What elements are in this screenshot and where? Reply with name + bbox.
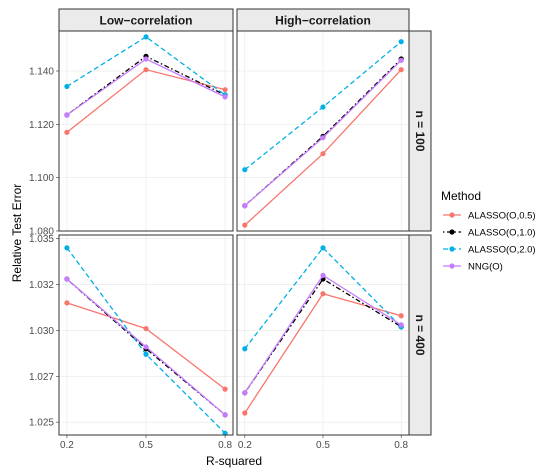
data-point bbox=[143, 56, 149, 62]
x-tick-label: 0.8 bbox=[394, 440, 408, 451]
data-point bbox=[242, 203, 248, 209]
panel-low-correlation-n100: 1.080 1.100 1.120 1.140 bbox=[29, 30, 234, 238]
data-point bbox=[398, 57, 404, 63]
data-point bbox=[320, 135, 326, 141]
data-point bbox=[398, 322, 404, 328]
x-tick-label: 0.8 bbox=[218, 440, 232, 451]
data-point bbox=[222, 94, 228, 100]
x-tick-label: 0.2 bbox=[60, 440, 74, 451]
y-tick-label: 1.140 bbox=[29, 67, 54, 78]
y-tick-label: 1.030 bbox=[29, 326, 54, 337]
data-point bbox=[143, 351, 149, 357]
legend-key-point bbox=[449, 229, 455, 235]
data-point bbox=[143, 325, 149, 332]
data-point bbox=[143, 34, 149, 40]
y-axis-title: Relative Test Error bbox=[10, 184, 24, 282]
data-point bbox=[242, 222, 248, 228]
x-tick-label: 0.5 bbox=[316, 440, 330, 451]
legend-title: Method bbox=[441, 189, 481, 203]
legend-key-point bbox=[449, 263, 455, 269]
data-point bbox=[320, 291, 326, 297]
y-tick-label: 1.025 bbox=[29, 418, 54, 429]
data-point bbox=[64, 276, 70, 282]
data-point bbox=[222, 430, 228, 436]
data-point bbox=[143, 67, 149, 73]
data-point bbox=[242, 410, 248, 416]
panel-high-correlation-n400 bbox=[236, 234, 410, 436]
legend-label: ALASSO(O,1.0) bbox=[468, 228, 536, 239]
data-point bbox=[242, 390, 248, 396]
data-point bbox=[64, 300, 70, 306]
x-tick-label: 0.2 bbox=[238, 440, 252, 451]
strip-n-400-label: n = 400 bbox=[413, 314, 427, 355]
data-point bbox=[242, 346, 248, 352]
data-point bbox=[398, 39, 404, 45]
x-tick-label: 0.5 bbox=[139, 440, 153, 451]
data-point bbox=[320, 245, 326, 251]
data-point bbox=[320, 151, 326, 157]
strip-high-correlation-label: High−correlation bbox=[275, 14, 371, 28]
strip-n-100-label: n = 100 bbox=[413, 110, 427, 151]
data-point bbox=[320, 104, 326, 110]
y-tick-label: 1.032 bbox=[29, 280, 54, 291]
data-point bbox=[398, 67, 404, 73]
strip-low-correlation-label: Low−correlation bbox=[99, 14, 192, 28]
series-line bbox=[244, 246, 402, 350]
data-point bbox=[64, 129, 70, 135]
panel-border bbox=[236, 30, 410, 232]
legend-key-point bbox=[449, 246, 455, 252]
x-axis-ticks: 0.2 0.5 0.8 0.2 0.5 0.8 bbox=[60, 435, 409, 451]
y-tick-label: 1.120 bbox=[29, 120, 54, 131]
panel-low-correlation-n400: 1.025 1.027 1.030 1.032 1.035 bbox=[29, 234, 234, 436]
panel-high-correlation-n100 bbox=[236, 30, 410, 232]
legend-key-point bbox=[449, 212, 455, 218]
data-point bbox=[320, 272, 326, 278]
y-tick-label: 1.080 bbox=[29, 227, 54, 238]
data-point bbox=[222, 87, 228, 93]
data-point bbox=[242, 167, 248, 173]
data-point bbox=[222, 412, 228, 418]
data-point bbox=[143, 344, 149, 350]
data-point bbox=[222, 386, 228, 392]
data-point bbox=[64, 245, 70, 251]
x-axis-title: R-squared bbox=[206, 454, 262, 468]
data-point bbox=[64, 112, 70, 118]
legend-label: ALASSO(O,2.0) bbox=[468, 245, 536, 256]
data-point bbox=[64, 83, 70, 90]
y-tick-label: 1.027 bbox=[29, 372, 54, 383]
y-tick-label: 1.100 bbox=[29, 173, 54, 184]
data-point bbox=[398, 313, 404, 319]
legend: Method ALASSO(O,0.5) ALASSO(O,1.0) ALASSO(… bbox=[441, 189, 536, 273]
legend-label: NNG(O) bbox=[468, 262, 503, 273]
panel-border bbox=[58, 30, 234, 232]
y-tick-label: 1.035 bbox=[29, 234, 54, 245]
legend-label: ALASSO(O,0.5) bbox=[468, 211, 536, 222]
